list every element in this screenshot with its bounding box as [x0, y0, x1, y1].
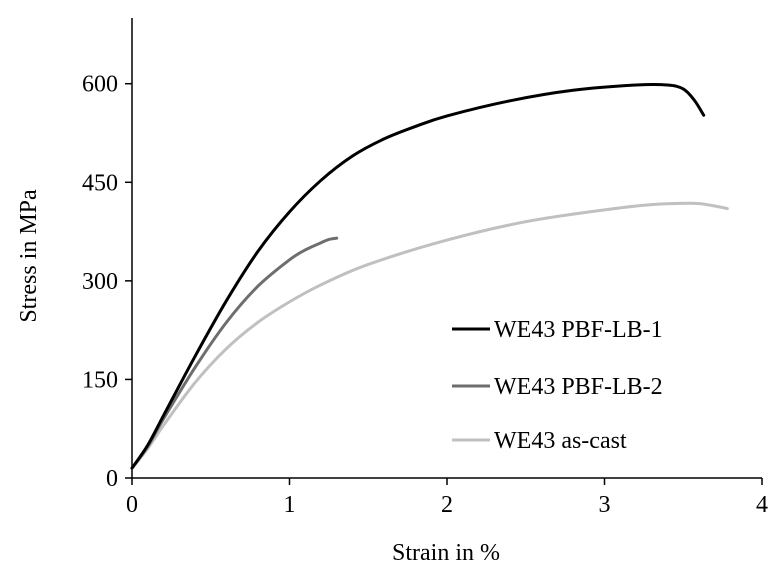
- x-tick-label: 3: [599, 492, 611, 518]
- x-axis-title: Strain in %: [392, 540, 500, 566]
- legend-item-pbf-lb-1: WE43 PBF-LB-1: [452, 317, 663, 343]
- x-axis-ticks: 0 1 2 3 4: [126, 478, 768, 518]
- x-tick-label: 1: [284, 492, 296, 518]
- x-tick-label: 0: [126, 492, 138, 518]
- x-tick-label: 2: [441, 492, 453, 518]
- legend-item-pbf-lb-2: WE43 PBF-LB-2: [452, 374, 663, 400]
- y-tick-label: 300: [82, 269, 118, 295]
- y-tick-label: 150: [82, 367, 118, 393]
- y-tick-label: 0: [106, 466, 118, 492]
- y-tick-label: 600: [82, 72, 118, 98]
- legend-label-as-cast: WE43 as-cast: [494, 428, 627, 454]
- series-line-as-cast: [130, 201, 729, 470]
- y-axis-title: Stress in MPa: [16, 189, 42, 323]
- series-line-pbf-lb-1: [130, 82, 706, 470]
- y-tick-label: 450: [82, 170, 118, 196]
- legend: WE43 PBF-LB-1 WE43 PBF-LB-2 WE43 as-cast: [452, 317, 663, 454]
- legend-label-pbf-lb-1: WE43 PBF-LB-1: [494, 317, 663, 343]
- series-line-pbf-lb-2: [130, 236, 339, 470]
- series-layer: [130, 82, 729, 470]
- x-tick-label: 4: [756, 492, 768, 518]
- legend-item-as-cast: WE43 as-cast: [452, 428, 627, 454]
- y-axis-ticks: 0 150 300 450 600: [82, 72, 132, 492]
- legend-label-pbf-lb-2: WE43 PBF-LB-2: [494, 374, 663, 400]
